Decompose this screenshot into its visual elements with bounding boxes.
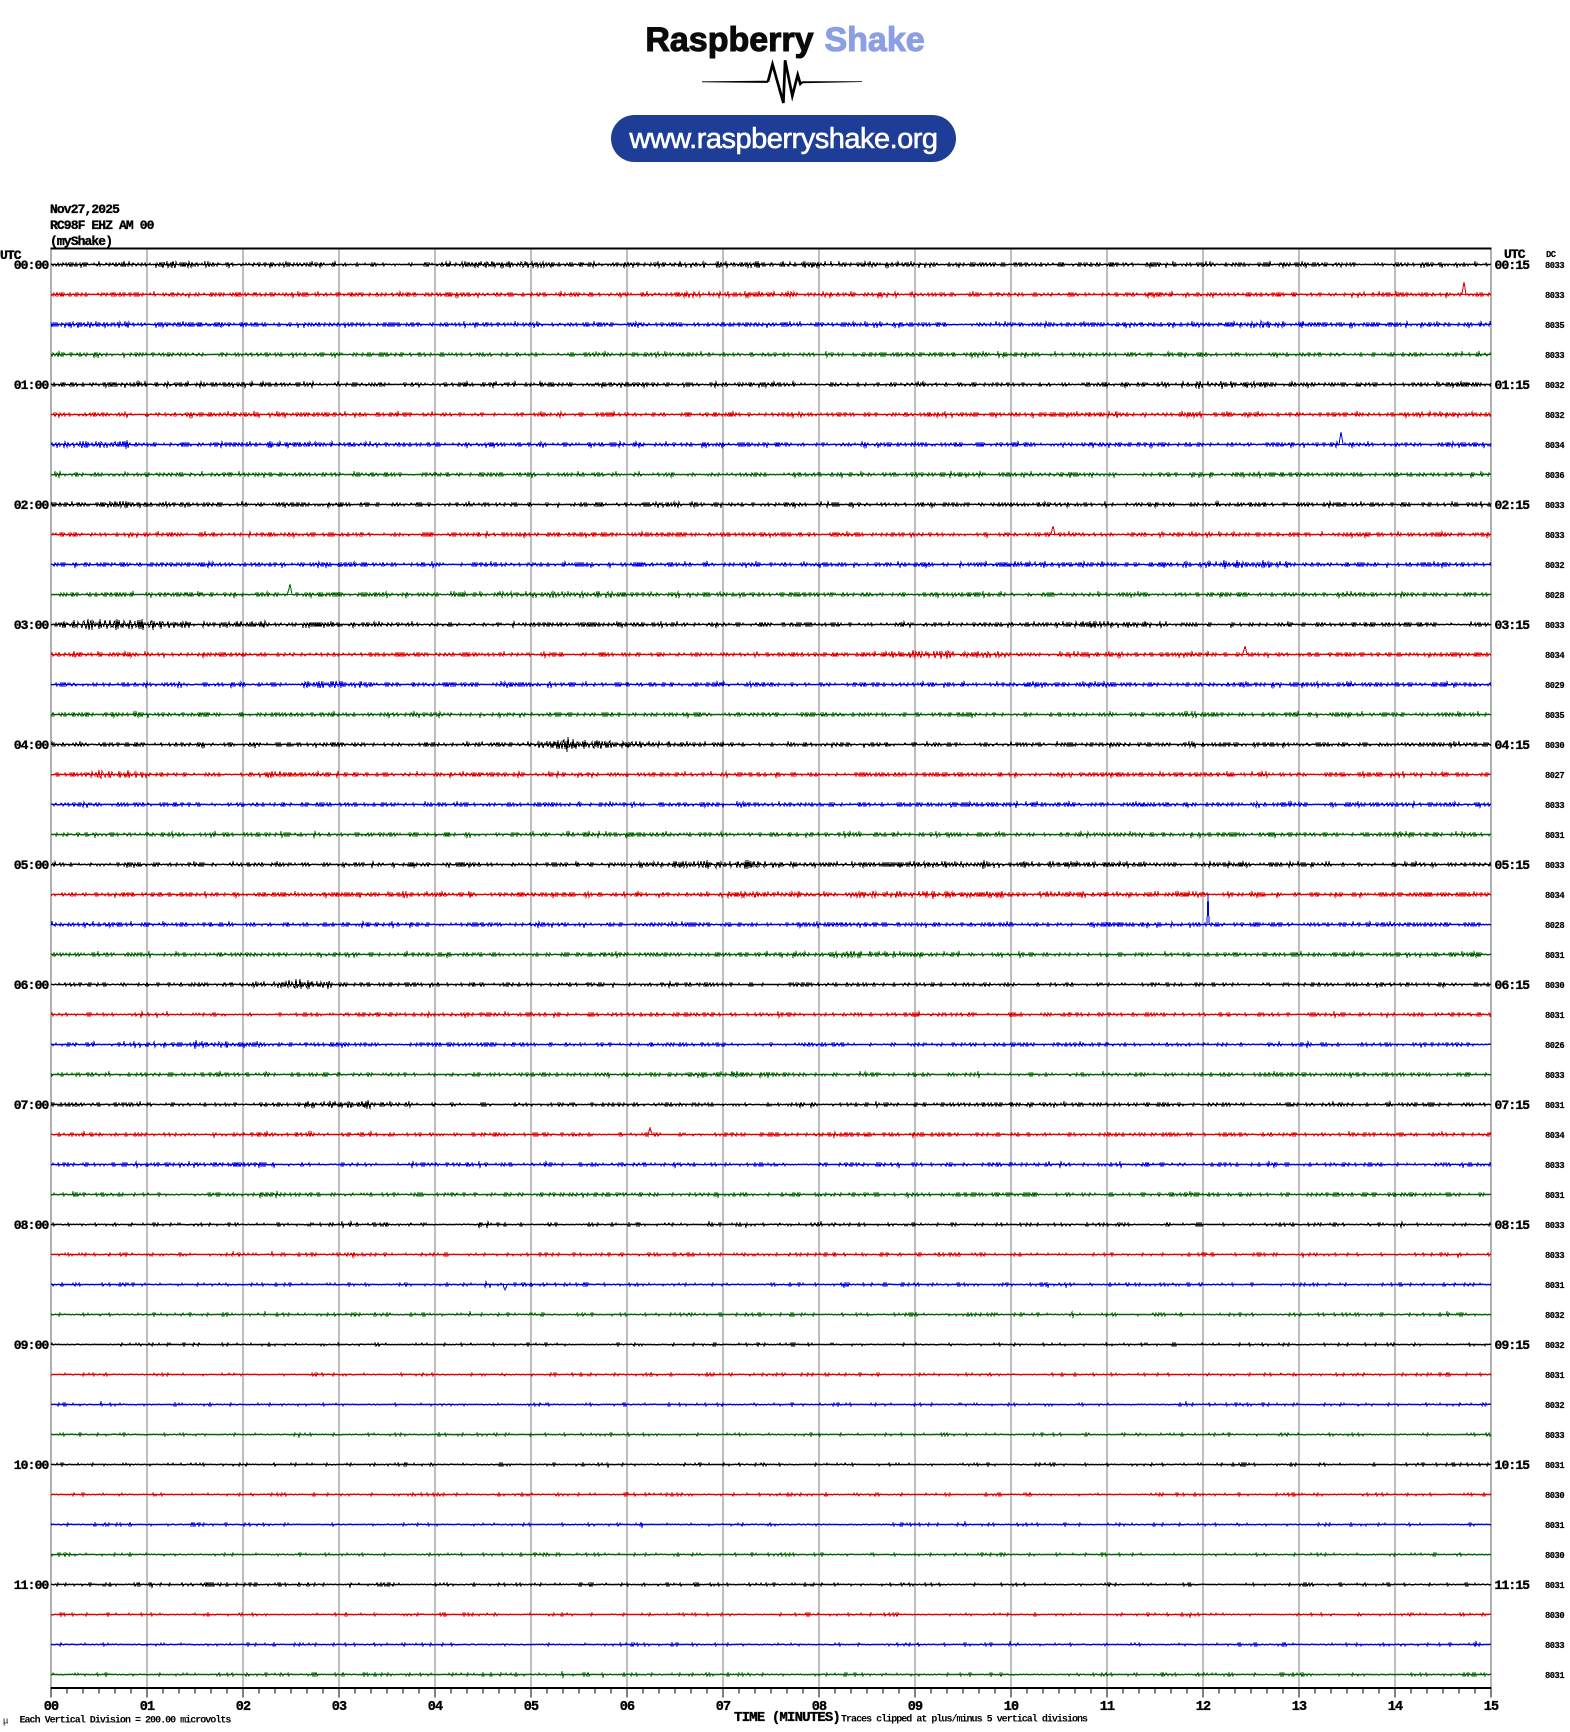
svg-text:8031: 8031 xyxy=(1545,1371,1564,1381)
svg-text:8031: 8031 xyxy=(1545,1581,1564,1591)
svg-text:8031: 8031 xyxy=(1545,951,1564,961)
svg-text:09:00: 09:00 xyxy=(14,1338,50,1353)
svg-text:8033: 8033 xyxy=(1545,1071,1564,1081)
svg-text:8034: 8034 xyxy=(1545,651,1565,661)
svg-text:15: 15 xyxy=(1484,1700,1499,1715)
svg-text:8033: 8033 xyxy=(1545,501,1564,511)
svg-text:8028: 8028 xyxy=(1545,591,1564,601)
svg-text:05:00: 05:00 xyxy=(14,858,50,873)
svg-text:05:15: 05:15 xyxy=(1495,858,1531,873)
svg-text:8033: 8033 xyxy=(1545,351,1564,361)
svg-text:10:00: 10:00 xyxy=(14,1458,50,1473)
svg-text:10:15: 10:15 xyxy=(1495,1458,1531,1473)
svg-text:02:15: 02:15 xyxy=(1495,498,1531,513)
svg-text:8028: 8028 xyxy=(1545,921,1564,931)
svg-text:8035: 8035 xyxy=(1545,711,1564,721)
svg-text:12: 12 xyxy=(1196,1700,1211,1715)
svg-text:8033: 8033 xyxy=(1545,1221,1564,1231)
svg-text:8031: 8031 xyxy=(1545,1461,1564,1471)
svg-text:02: 02 xyxy=(236,1700,251,1715)
svg-text:8032: 8032 xyxy=(1545,1311,1564,1321)
svg-text:01: 01 xyxy=(140,1700,155,1715)
svg-text:00:15: 00:15 xyxy=(1495,258,1531,273)
svg-text:04:00: 04:00 xyxy=(14,738,50,753)
svg-text:8030: 8030 xyxy=(1545,1611,1564,1621)
svg-text:08:15: 08:15 xyxy=(1495,1218,1531,1233)
svg-text:08: 08 xyxy=(812,1700,827,1715)
svg-text:05: 05 xyxy=(524,1700,539,1715)
svg-text:02:00: 02:00 xyxy=(14,498,50,513)
svg-text:8036: 8036 xyxy=(1545,471,1564,481)
svg-text:10: 10 xyxy=(1004,1700,1019,1715)
svg-text:03:00: 03:00 xyxy=(14,618,50,633)
svg-text:8031: 8031 xyxy=(1545,1671,1564,1681)
svg-text:8031: 8031 xyxy=(1545,1101,1564,1111)
svg-text:04: 04 xyxy=(428,1700,443,1715)
svg-text:8032: 8032 xyxy=(1545,1341,1564,1351)
svg-text:DC: DC xyxy=(1546,250,1557,260)
svg-text:TIME (MINUTES): TIME (MINUTES) xyxy=(734,1710,840,1726)
svg-text:8033: 8033 xyxy=(1545,801,1564,811)
svg-text:07:15: 07:15 xyxy=(1495,1098,1531,1113)
svg-text:8034: 8034 xyxy=(1545,441,1565,451)
svg-text:06:00: 06:00 xyxy=(14,978,50,993)
svg-text:8032: 8032 xyxy=(1545,411,1564,421)
svg-text:8033: 8033 xyxy=(1545,291,1564,301)
svg-text:8030: 8030 xyxy=(1545,981,1564,991)
svg-text:07: 07 xyxy=(716,1700,731,1715)
svg-text:14: 14 xyxy=(1388,1700,1403,1715)
svg-text:09:15: 09:15 xyxy=(1495,1338,1531,1353)
svg-text:06:15: 06:15 xyxy=(1495,978,1531,993)
svg-text:03:15: 03:15 xyxy=(1495,618,1531,633)
svg-text:8030: 8030 xyxy=(1545,741,1564,751)
svg-text:Nov27,2025: Nov27,2025 xyxy=(50,202,120,217)
svg-text:8033: 8033 xyxy=(1545,1641,1564,1651)
svg-text:Each Vertical Division = 200.: Each Vertical Division = 200.00 microvol… xyxy=(20,1715,232,1727)
svg-text:07:00: 07:00 xyxy=(14,1098,50,1113)
svg-text:8032: 8032 xyxy=(1545,1401,1564,1411)
svg-text:04:15: 04:15 xyxy=(1495,738,1531,753)
svg-text:8033: 8033 xyxy=(1545,261,1564,271)
svg-text:8026: 8026 xyxy=(1545,1041,1564,1051)
svg-text:8032: 8032 xyxy=(1545,381,1564,391)
svg-text:Traces clipped at plus/minus 5: Traces clipped at plus/minus 5 vertical … xyxy=(841,1714,1088,1726)
svg-text:03: 03 xyxy=(332,1700,347,1715)
svg-text:11:00: 11:00 xyxy=(14,1578,50,1593)
svg-text:8031: 8031 xyxy=(1545,1191,1564,1201)
svg-text:8033: 8033 xyxy=(1545,531,1564,541)
svg-text:8031: 8031 xyxy=(1545,1011,1564,1021)
svg-text:06: 06 xyxy=(620,1700,635,1715)
svg-text:8033: 8033 xyxy=(1545,621,1564,631)
svg-text:8033: 8033 xyxy=(1545,1431,1564,1441)
svg-text:8035: 8035 xyxy=(1545,321,1564,331)
svg-text:01:00: 01:00 xyxy=(14,378,50,393)
svg-text:8030: 8030 xyxy=(1545,1491,1564,1501)
svg-text:8030: 8030 xyxy=(1545,1551,1564,1561)
svg-text:8034: 8034 xyxy=(1545,891,1565,901)
svg-text:00:00: 00:00 xyxy=(14,258,50,273)
svg-text:11: 11 xyxy=(1100,1700,1115,1715)
svg-text:8033: 8033 xyxy=(1545,1251,1564,1261)
svg-text:08:00: 08:00 xyxy=(14,1218,50,1233)
svg-text:09: 09 xyxy=(908,1700,923,1715)
svg-text:8031: 8031 xyxy=(1545,1281,1564,1291)
svg-text:8032: 8032 xyxy=(1545,561,1564,571)
svg-text:8029: 8029 xyxy=(1545,681,1564,691)
svg-text:UTC: UTC xyxy=(0,248,22,263)
svg-text:13: 13 xyxy=(1292,1700,1307,1715)
svg-text:01:15: 01:15 xyxy=(1495,378,1531,393)
svg-text:8031: 8031 xyxy=(1545,831,1564,841)
svg-text:8033: 8033 xyxy=(1545,1161,1564,1171)
svg-text:8033: 8033 xyxy=(1545,861,1564,871)
svg-text:8027: 8027 xyxy=(1545,771,1564,781)
svg-text:00: 00 xyxy=(44,1700,59,1715)
svg-text:RC98F EHZ AM 00: RC98F EHZ AM 00 xyxy=(50,218,155,233)
svg-text:μ: μ xyxy=(3,1717,9,1727)
svg-text:11:15: 11:15 xyxy=(1495,1578,1531,1593)
svg-text:(myShake): (myShake) xyxy=(50,234,112,249)
svg-text:UTC: UTC xyxy=(1504,247,1526,262)
svg-text:8031: 8031 xyxy=(1545,1521,1564,1531)
svg-text:8034: 8034 xyxy=(1545,1131,1565,1141)
